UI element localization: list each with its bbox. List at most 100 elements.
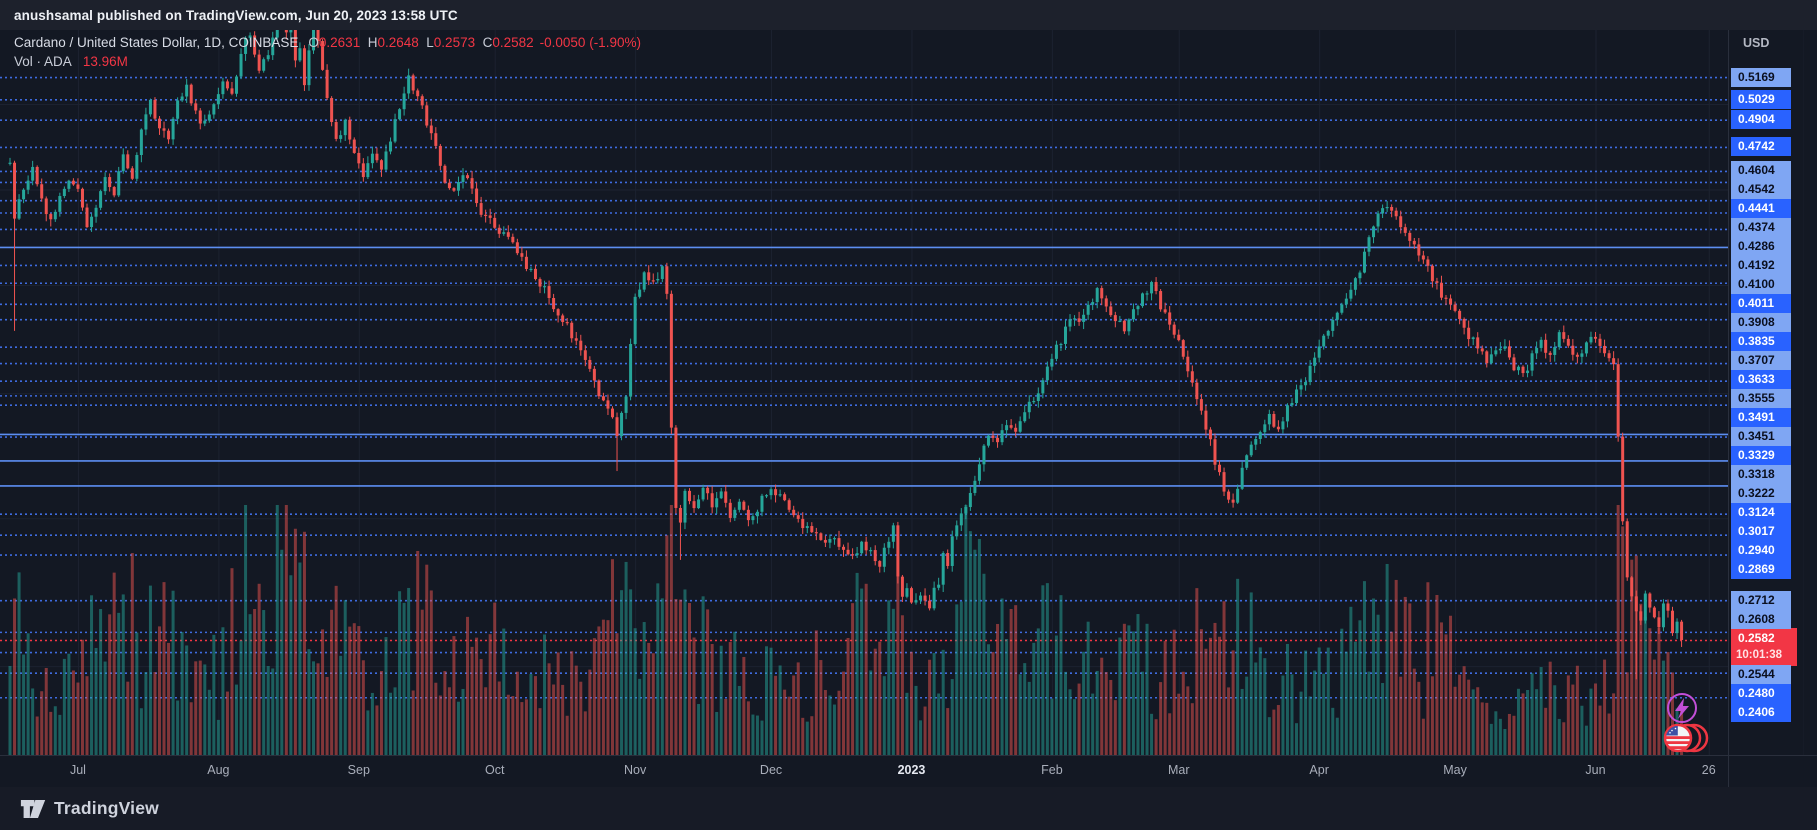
candle-body: [1362, 251, 1366, 273]
candle-body: [579, 340, 583, 351]
volume-bar: [456, 701, 460, 755]
candle-body: [774, 489, 778, 496]
price-axis[interactable]: USD 0.2582 10:01:38 0.5169 0.5029 0.4904 0.…: [1728, 30, 1817, 755]
volume-bar: [1100, 657, 1104, 755]
volume-bar: [1575, 665, 1579, 755]
candle-body: [1399, 216, 1403, 228]
candle-body: [515, 242, 519, 254]
volume-bar: [108, 614, 112, 755]
volume-bar: [71, 670, 75, 755]
candle-body: [538, 279, 542, 287]
volume-bar: [361, 660, 365, 755]
volume-bar: [194, 661, 198, 755]
candle-body: [1408, 232, 1412, 241]
symbol-title[interactable]: Cardano / United States Dollar, 1D, COIN…: [14, 35, 299, 50]
candle-body: [905, 588, 909, 597]
volume-bar: [1485, 702, 1489, 755]
volume-bar: [248, 614, 252, 755]
volume-bar: [1154, 719, 1158, 755]
candle-body: [1131, 309, 1135, 320]
volume-bar: [909, 651, 913, 755]
volume-bar: [1272, 709, 1276, 755]
volume-bar: [932, 653, 936, 755]
candle-body: [1285, 405, 1289, 422]
volume-bar: [538, 708, 542, 755]
volume-bar: [552, 684, 556, 755]
volume-bar: [1381, 683, 1385, 755]
candle-body: [1634, 596, 1638, 612]
volume-bar: [524, 699, 528, 755]
candle-body: [1548, 352, 1552, 355]
price-pane[interactable]: Cardano / United States Dollar, 1D, COIN…: [0, 30, 1728, 755]
publisher-text: anushsamal published on TradingView.com,…: [14, 7, 458, 23]
volume-bar: [1344, 651, 1348, 755]
candle-body: [1304, 381, 1308, 386]
candle-body: [688, 490, 691, 502]
volume-bar: [1145, 623, 1149, 755]
candle-body: [130, 168, 134, 179]
volume-bar: [1122, 623, 1126, 755]
candle-body: [1100, 288, 1104, 299]
candle-body: [479, 203, 483, 215]
volume-bar: [660, 598, 664, 755]
candle-body: [1154, 282, 1158, 292]
candle-body: [1023, 412, 1027, 422]
volume-bar: [805, 721, 809, 755]
candle-body: [384, 151, 388, 170]
volume-bar: [937, 693, 941, 755]
candle-body: [1661, 603, 1665, 628]
candle-body: [1485, 351, 1489, 364]
volume-bar: [955, 604, 959, 755]
candle-body: [1195, 382, 1199, 400]
candle-body: [923, 595, 927, 601]
volume-bar: [502, 628, 506, 755]
tradingview-logo-link[interactable]: TradingView: [20, 798, 159, 820]
price-level-label: 0.5029: [1731, 89, 1791, 109]
volume-bar: [167, 642, 171, 755]
candle-body: [1317, 346, 1321, 358]
candle-body: [1557, 332, 1561, 348]
candle-body: [914, 600, 918, 603]
candle-body: [1566, 338, 1570, 346]
volume-bar: [1372, 598, 1376, 755]
volume-bar: [914, 685, 918, 755]
volume-bar: [416, 550, 420, 755]
volume-bar: [755, 715, 759, 755]
current-price-label: 0.2582 10:01:38: [1731, 628, 1797, 666]
volume-bar: [203, 664, 207, 755]
candle-body: [1190, 371, 1194, 383]
volume-bar: [1249, 592, 1253, 755]
volume-bar: [1245, 676, 1249, 755]
time-axis[interactable]: Jul Aug Sep Oct Nov Dec 2023 Feb Mar Apr May Jun 26: [0, 755, 1728, 788]
candle-body: [941, 552, 945, 585]
bar-countdown: 10:01:38: [1736, 649, 1783, 661]
candle-body: [497, 227, 501, 234]
volume-bar: [678, 599, 682, 755]
time-tick-label: Feb: [1041, 763, 1063, 777]
candle-body: [1218, 464, 1222, 473]
candle-body: [1073, 318, 1077, 320]
time-tick-label: Aug: [207, 763, 230, 777]
volume-bar: [1054, 635, 1058, 755]
volume-bar: [1018, 674, 1022, 755]
volume-bar: [832, 704, 836, 755]
volume-bar: [180, 632, 184, 755]
time-axis-corner: [1728, 755, 1817, 788]
volume-bar: [837, 690, 841, 755]
volume-bar: [533, 676, 537, 755]
volume-bar: [1639, 603, 1643, 755]
price-level-label: 0.5169: [1731, 67, 1791, 87]
volume-bar: [1458, 674, 1462, 755]
candle-body: [651, 280, 655, 282]
volume-bar: [606, 620, 610, 755]
volume-bar: [479, 659, 483, 755]
candle-body: [701, 487, 705, 500]
candle-body: [869, 550, 873, 552]
candle-body: [928, 600, 932, 609]
candle-body: [76, 184, 80, 189]
volume-bar: [1204, 648, 1208, 755]
price-level-label: 0.3555: [1731, 389, 1791, 409]
candle-body: [552, 297, 556, 310]
candle-body: [484, 214, 488, 216]
candle-body: [1290, 403, 1294, 406]
